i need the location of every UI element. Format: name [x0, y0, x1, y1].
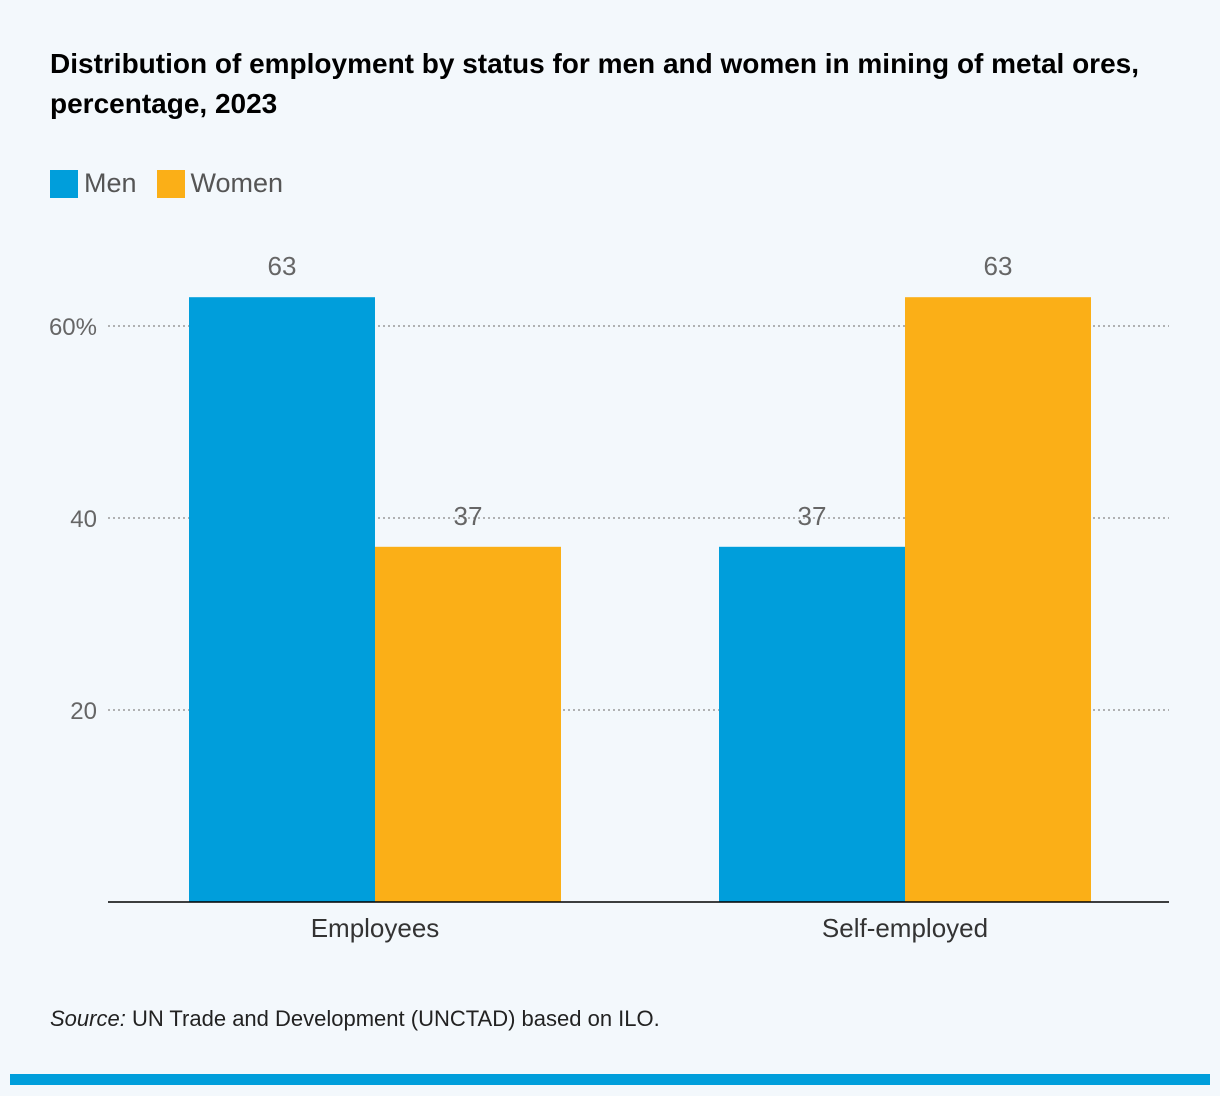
data-label: 63 [268, 251, 297, 281]
legend-item-men: Men [50, 168, 137, 199]
source-label: Source: [50, 1006, 126, 1031]
data-label: 37 [798, 501, 827, 531]
x-tick-label: Employees [311, 913, 440, 943]
legend-label-men: Men [84, 168, 137, 198]
y-tick-label: 60% [49, 314, 97, 341]
legend-label-women: Women [190, 168, 284, 198]
bar-women-self-employed [905, 297, 1091, 902]
source-note: Source: UN Trade and Development (UNCTAD… [50, 1006, 660, 1032]
legend: Men Women [50, 168, 303, 199]
legend-swatch-men [50, 169, 78, 198]
y-tick-label: 40 [70, 506, 97, 533]
data-label: 63 [984, 251, 1013, 281]
bottom-accent-stripe [10, 1074, 1210, 1085]
y-tick-label: 20 [70, 698, 97, 725]
data-label: 37 [454, 501, 483, 531]
bar-women-employees [375, 546, 561, 902]
bar-men-employees [189, 297, 375, 902]
source-text: UN Trade and Development (UNCTAD) based … [125, 1006, 660, 1031]
legend-item-women: Women [156, 168, 284, 199]
bar-men-self-employed [719, 546, 905, 902]
legend-swatch-women [156, 169, 185, 198]
x-tick-label: Self-employed [822, 913, 988, 943]
chart-title: Distribution of employment by status for… [50, 48, 1139, 119]
